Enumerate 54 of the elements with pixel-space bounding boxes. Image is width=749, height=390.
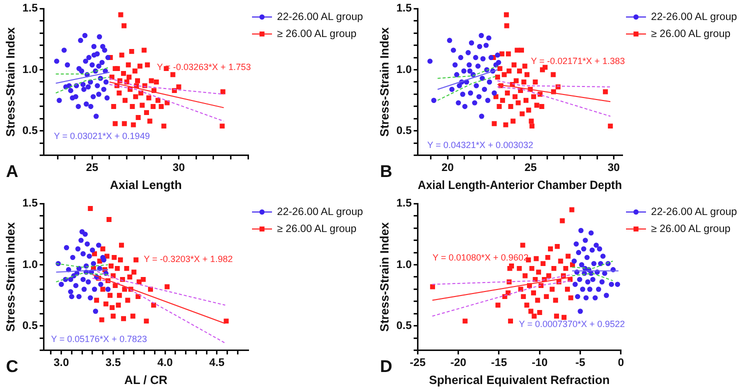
y-axis-title: Stress-Strain Index — [4, 26, 18, 137]
y-tick-label: 0.5 — [396, 124, 412, 137]
text: Y = 0.0007370*X + 0.9522 — [518, 319, 625, 330]
legend-label: ≥ 26.00 AL group — [277, 28, 357, 40]
x-axis-title: Axial Length — [110, 178, 182, 192]
legend-label: ≥ 26.00 AL group — [277, 222, 357, 234]
y-tick-label: 1.5 — [22, 198, 38, 210]
x-tick-label: 20 — [441, 162, 454, 174]
x-tick-label: -20 — [450, 357, 466, 370]
x-axis-title: Spherical Equivalent Refraction — [428, 373, 610, 388]
legend-label: ≥ 26.00 AL group — [651, 28, 731, 40]
text: C — [6, 357, 18, 376]
text: Y = 0.03021*X + 0.1949 — [54, 130, 150, 141]
y-tick-label: 1.0 — [22, 258, 38, 271]
y-tick-label: 0.5 — [22, 124, 38, 137]
text: Y = 0.04321*X + 0.003032 — [427, 140, 534, 150]
text: B — [380, 162, 392, 182]
y-tick-label: 1.5 — [396, 198, 412, 210]
y-axis-title: Stress-Strain Index — [378, 26, 392, 137]
text: Y = -0.02171*X + 1.383 — [530, 56, 625, 66]
text: Y = -0.3203*X + 1.982 — [144, 254, 233, 264]
legend-label: 22-26.00 AL group — [651, 206, 738, 218]
x-tick-label: 30 — [172, 162, 185, 174]
y-axis-title: Stress-Strain Index — [378, 222, 392, 332]
x-tick-label: 30 — [608, 162, 620, 174]
x-tick-label: 25 — [524, 162, 537, 174]
x-tick-label: -15 — [491, 357, 507, 370]
y-tick-label: 0.5 — [22, 320, 38, 332]
x-tick-label: -5 — [575, 357, 586, 370]
x-tick-label: 25 — [86, 162, 98, 174]
y-tick-label: 1.0 — [22, 64, 38, 76]
legend-label: 22-26.00 AL group — [277, 10, 364, 22]
x-tick-label: -25 — [410, 357, 426, 370]
x-tick-label: 3.5 — [106, 357, 121, 370]
y-tick-label: 1.5 — [22, 2, 38, 15]
x-tick-label: 3.0 — [54, 357, 69, 370]
x-axis-title: AL / CR — [124, 373, 168, 388]
text: Y = 0.05176*X + 0.7823 — [51, 334, 147, 344]
legend-label: 22-26.00 AL group — [277, 206, 364, 218]
y-axis-title: Stress-Strain Index — [4, 222, 18, 332]
text: Y = 0.01080*X + 0.9602 — [432, 252, 528, 262]
y-tick-label: 1.0 — [396, 64, 412, 76]
legend-label: 22-26.00 AL group — [651, 10, 738, 22]
text: D — [380, 357, 392, 376]
y-tick-label: 1.0 — [396, 258, 412, 271]
x-tick-label: 0 — [618, 357, 624, 370]
y-tick-label: 0.5 — [396, 320, 412, 332]
x-tick-label: 4.5 — [209, 357, 225, 370]
x-tick-label: 4.0 — [157, 357, 173, 370]
y-tick-label: 1.5 — [396, 2, 412, 15]
text: A — [6, 162, 18, 182]
x-tick-label: -10 — [532, 357, 548, 370]
x-axis-title: Axial Length-Anterior Chamber Depth — [418, 178, 622, 192]
legend-label: ≥ 26.00 AL group — [651, 222, 731, 234]
